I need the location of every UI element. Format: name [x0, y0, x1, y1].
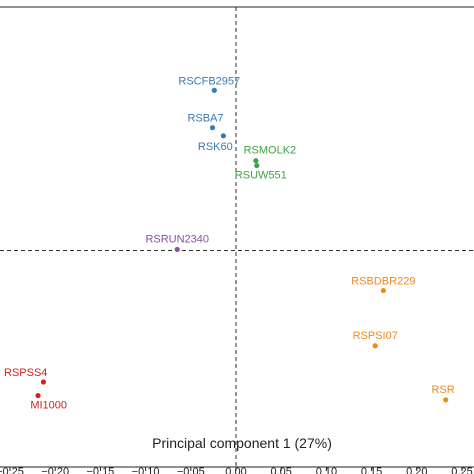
point-label-mi1000: MI1000 — [30, 400, 67, 412]
point-mi1000 — [35, 392, 41, 399]
point-label-rsmolk2: RSMOLK2 — [244, 145, 297, 157]
point-label-rspsi07: RSPSI07 — [353, 330, 398, 342]
point-label-rsk60: RSK60 — [198, 141, 233, 153]
reference-lines — [0, 7, 474, 467]
point-rsr — [443, 397, 449, 403]
x-tick-label: −0.20 — [41, 466, 69, 474]
point-rspss4 — [40, 379, 47, 385]
point-rsk60 — [220, 133, 226, 139]
data-points — [35, 87, 449, 403]
x-tick-label: −0.25 — [0, 466, 24, 474]
point-rscfb2957 — [211, 87, 217, 93]
x-tick-label: −0.05 — [177, 466, 205, 474]
plot-border — [0, 6, 474, 468]
point-label-rsuw551: RSUW551 — [235, 170, 287, 182]
point-label-rsbdbr229: RSBDBR229 — [351, 276, 415, 288]
point-label-rsba7: RSBA7 — [187, 113, 223, 125]
point-rsrun2340 — [174, 246, 180, 253]
x-tick-label: −0.15 — [86, 466, 114, 474]
point-rspsi07 — [372, 343, 378, 349]
x-tick-label: 0.15 — [361, 466, 382, 474]
x-tick-label: 0.20 — [406, 466, 427, 474]
point-rsbdbr229 — [380, 287, 386, 294]
x-axis-ticks: −0.25 −0.20 −0.15 −0.10 −0.05 0.00 0.05 0.10 0.1… — [0, 466, 473, 474]
x-tick-label: 0.10 — [316, 466, 337, 474]
point-label-rsr: RSR — [431, 384, 454, 396]
point-rsmolk2 — [253, 158, 259, 164]
point-labels: RSCFB2957 RSBA7 RSK60 RSMOLK2 RSUW551 RSRUN23… — [4, 75, 455, 411]
x-tick-label: 0.00 — [225, 466, 246, 474]
point-label-rscfb2957: RSCFB2957 — [178, 75, 240, 87]
x-axis-title: Principal component 1 (27%) — [152, 435, 332, 451]
x-tick-label: 0.05 — [270, 466, 291, 474]
point-label-rspss4: RSPSS4 — [4, 367, 47, 379]
plot-frame — [0, 6, 474, 468]
point-rsuw551 — [254, 162, 260, 169]
x-tick-label: 0.25 — [451, 466, 472, 474]
x-tick-label: −0.10 — [132, 466, 160, 474]
point-label-rsrun2340: RSRUN2340 — [145, 233, 209, 245]
point-rsba7 — [209, 125, 216, 131]
